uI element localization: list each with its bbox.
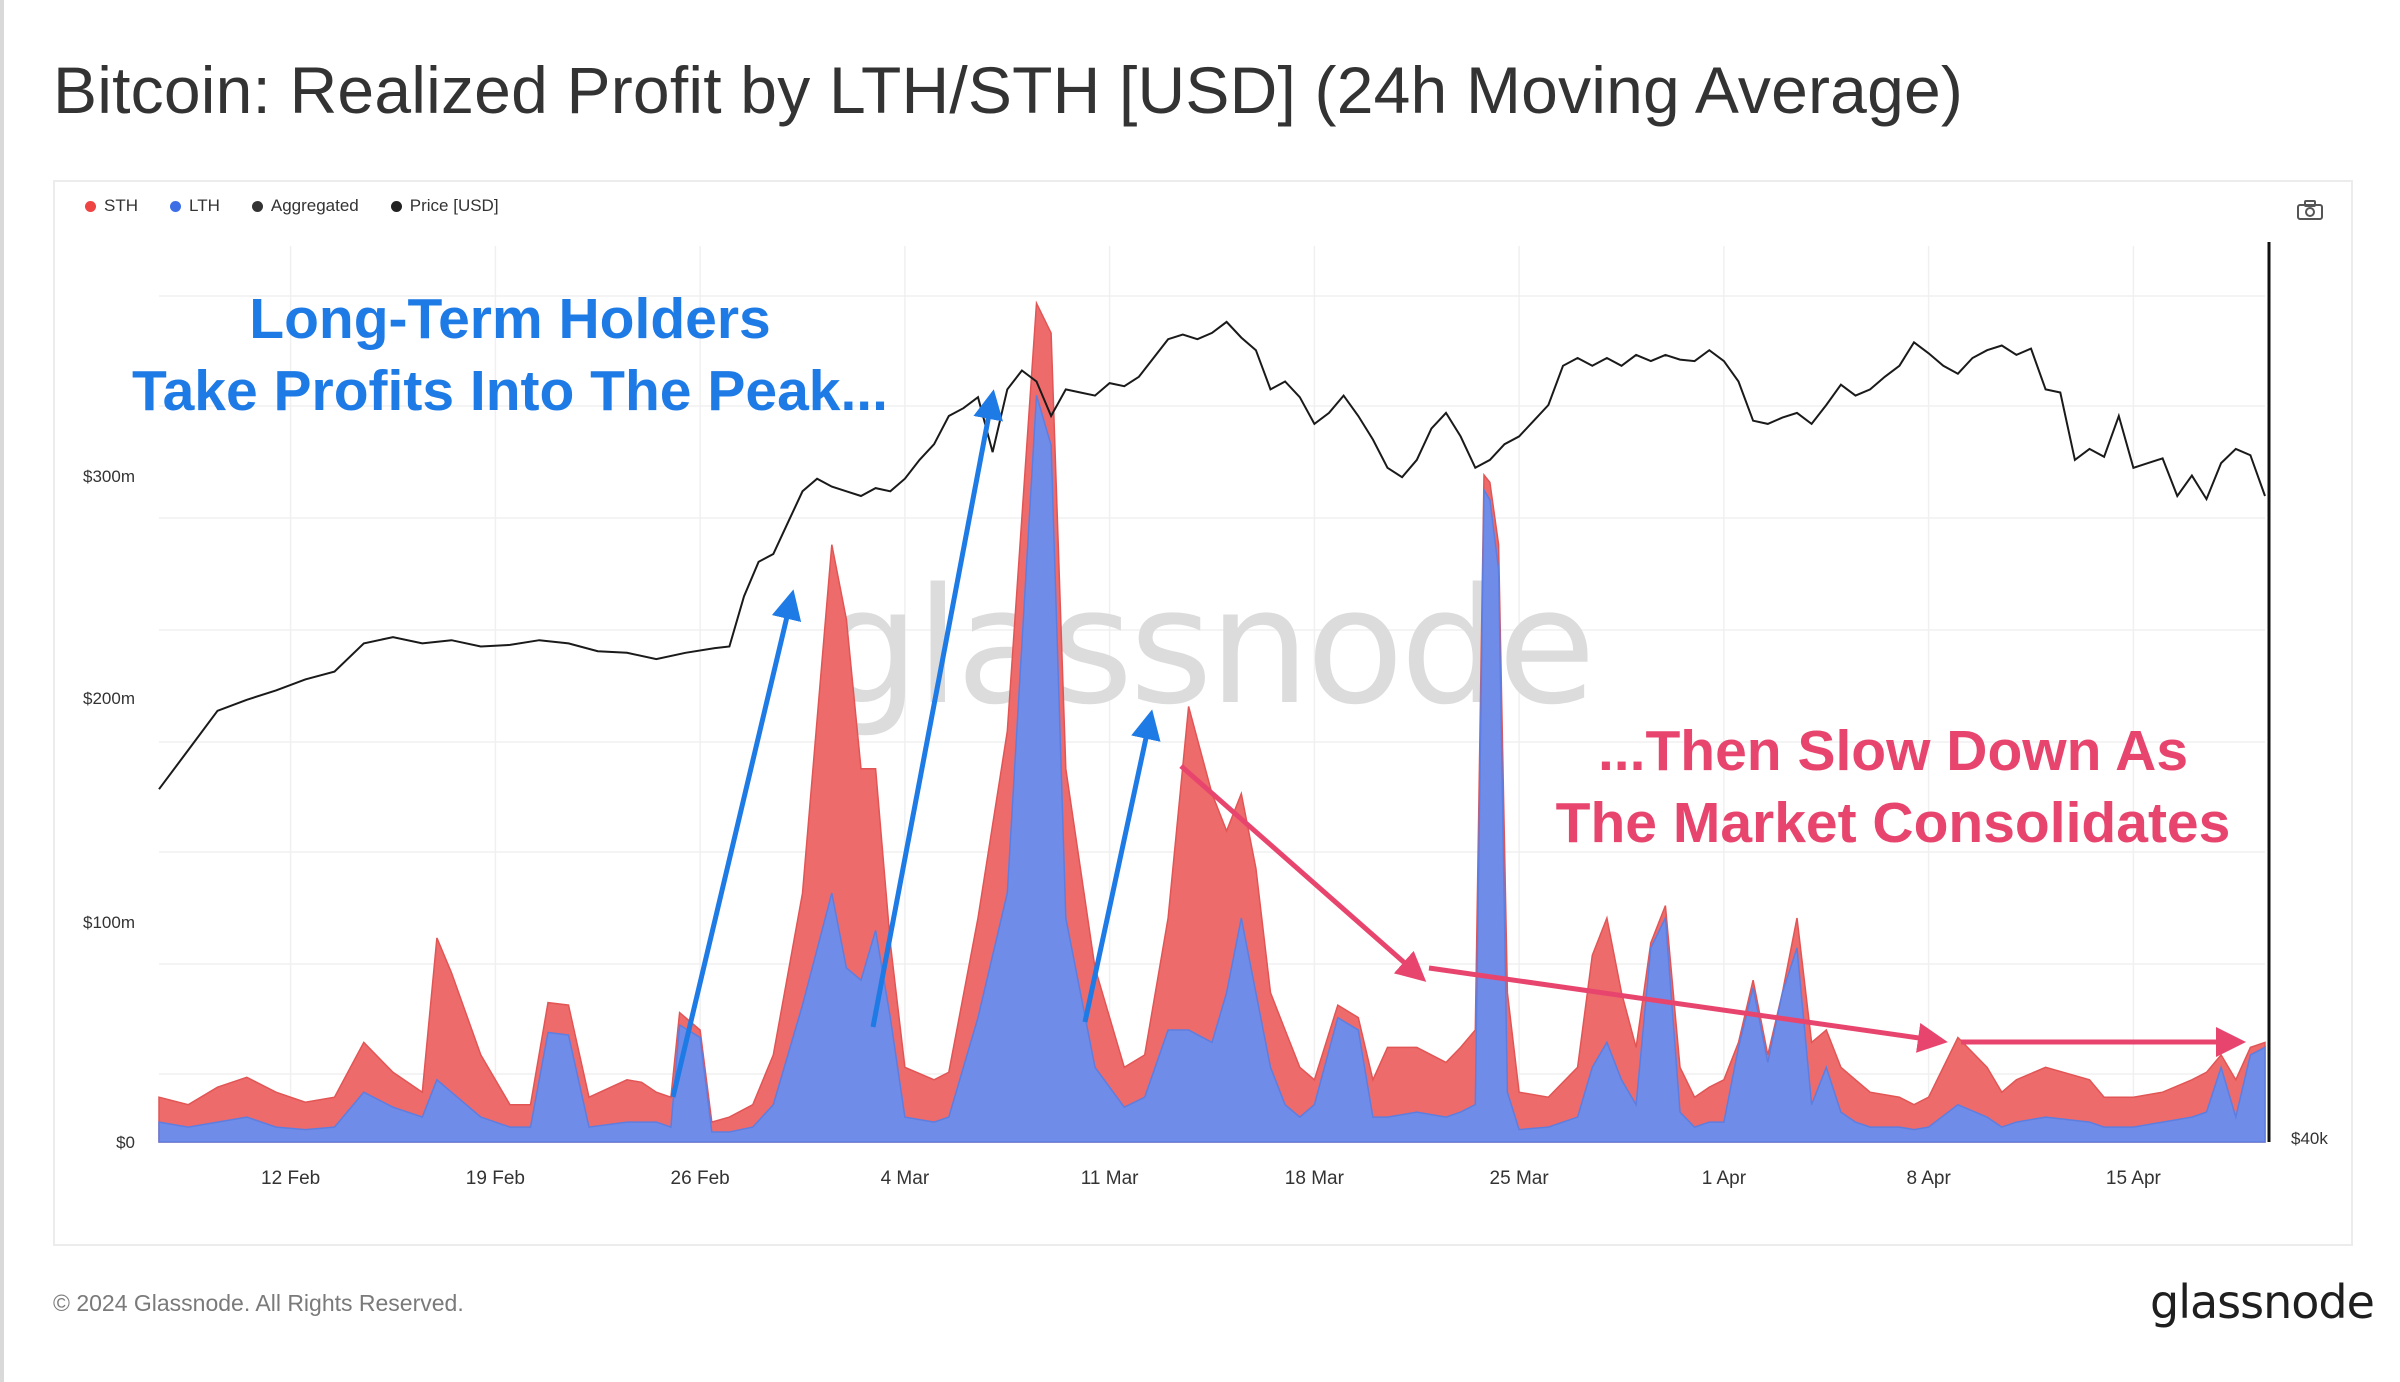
- x-tick-label-0: 12 Feb: [261, 1168, 320, 1189]
- footer-copyright: © 2024 Glassnode. All Rights Reserved.: [53, 1290, 464, 1316]
- annotation-arrow-down-0: [1179, 764, 1427, 982]
- annotation-arrow-up-2: [1082, 709, 1161, 1023]
- legend-item-aggregated[interactable]: Aggregated: [251, 196, 359, 216]
- page-left-border: [0, 0, 4, 1382]
- y-tick-label-1: $100m: [83, 913, 135, 932]
- x-tick-label-7: 1 Apr: [1702, 1168, 1747, 1189]
- legend-dot-aggregated: [251, 200, 263, 212]
- legend-dot-sth: [85, 200, 96, 212]
- annotation-right-line-0: ...Then Slow Down As: [1598, 719, 2188, 783]
- y-tick-label-2: $200m: [83, 689, 135, 708]
- chart-legend: STH LTH Aggregated Price [USD]: [85, 196, 499, 216]
- x-tick-label-5: 18 Mar: [1285, 1168, 1345, 1189]
- legend-label-aggregated: Aggregated: [270, 196, 359, 215]
- annotation-arrow-up-0: [670, 589, 802, 1098]
- legend-item-lth[interactable]: LTH: [170, 196, 220, 216]
- annotation-arrow-down-1: [1428, 965, 1948, 1053]
- y-right-tick-label-0: $40k: [2291, 1129, 2328, 1148]
- x-tick-label-3: 4 Mar: [881, 1168, 930, 1189]
- x-tick-label-8: 8 Apr: [1906, 1168, 1951, 1189]
- series-sth-area: [158, 300, 2266, 1143]
- series-lth-area: [158, 395, 2266, 1143]
- y-tick-label-0: $0: [116, 1133, 135, 1152]
- x-tick-label-4: 11 Mar: [1081, 1168, 1139, 1189]
- y-tick-label-3: $300m: [83, 467, 135, 486]
- annotation-arrow-up-1: [870, 389, 1003, 1028]
- legend-label-lth: LTH: [189, 196, 220, 215]
- legend-item-price[interactable]: Price [USD]: [390, 196, 499, 216]
- chart-svg: glassnode $0 $100m $200m $300m $40k 12 Feb 19 F…: [83, 242, 2328, 1189]
- legend-dot-price: [390, 200, 402, 212]
- legend-label-price: Price [USD]: [409, 196, 499, 215]
- annotation-left-line-1: Take Profits Into The Peak...: [132, 359, 888, 423]
- footer-glassnode-logo: glassnode: [2150, 1275, 2375, 1329]
- legend-item-sth[interactable]: STH: [85, 196, 138, 216]
- x-tick-label-1: 19 Feb: [466, 1168, 525, 1189]
- series-price-line: [158, 320, 2266, 790]
- page-title: Bitcoin: Realized Profit by LTH/STH [USD…: [53, 53, 1964, 127]
- x-tick-label-9: 15 Apr: [2106, 1168, 2162, 1189]
- annotation-left-line-0: Long-Term Holders: [249, 287, 770, 351]
- chart-watermark: glassnode: [818, 553, 1592, 740]
- chart-panel: STH LTH Aggregated Price [USD] glassnode…: [53, 180, 2353, 1246]
- camera-icon[interactable]: [2297, 200, 2323, 220]
- legend-label-sth: STH: [104, 196, 138, 215]
- legend-dot-lth: [170, 200, 181, 212]
- annotation-right-line-1: The Market Consolidates: [1556, 791, 2231, 855]
- x-tick-label-6: 25 Mar: [1490, 1168, 1550, 1189]
- x-tick-label-2: 26 Feb: [671, 1168, 730, 1189]
